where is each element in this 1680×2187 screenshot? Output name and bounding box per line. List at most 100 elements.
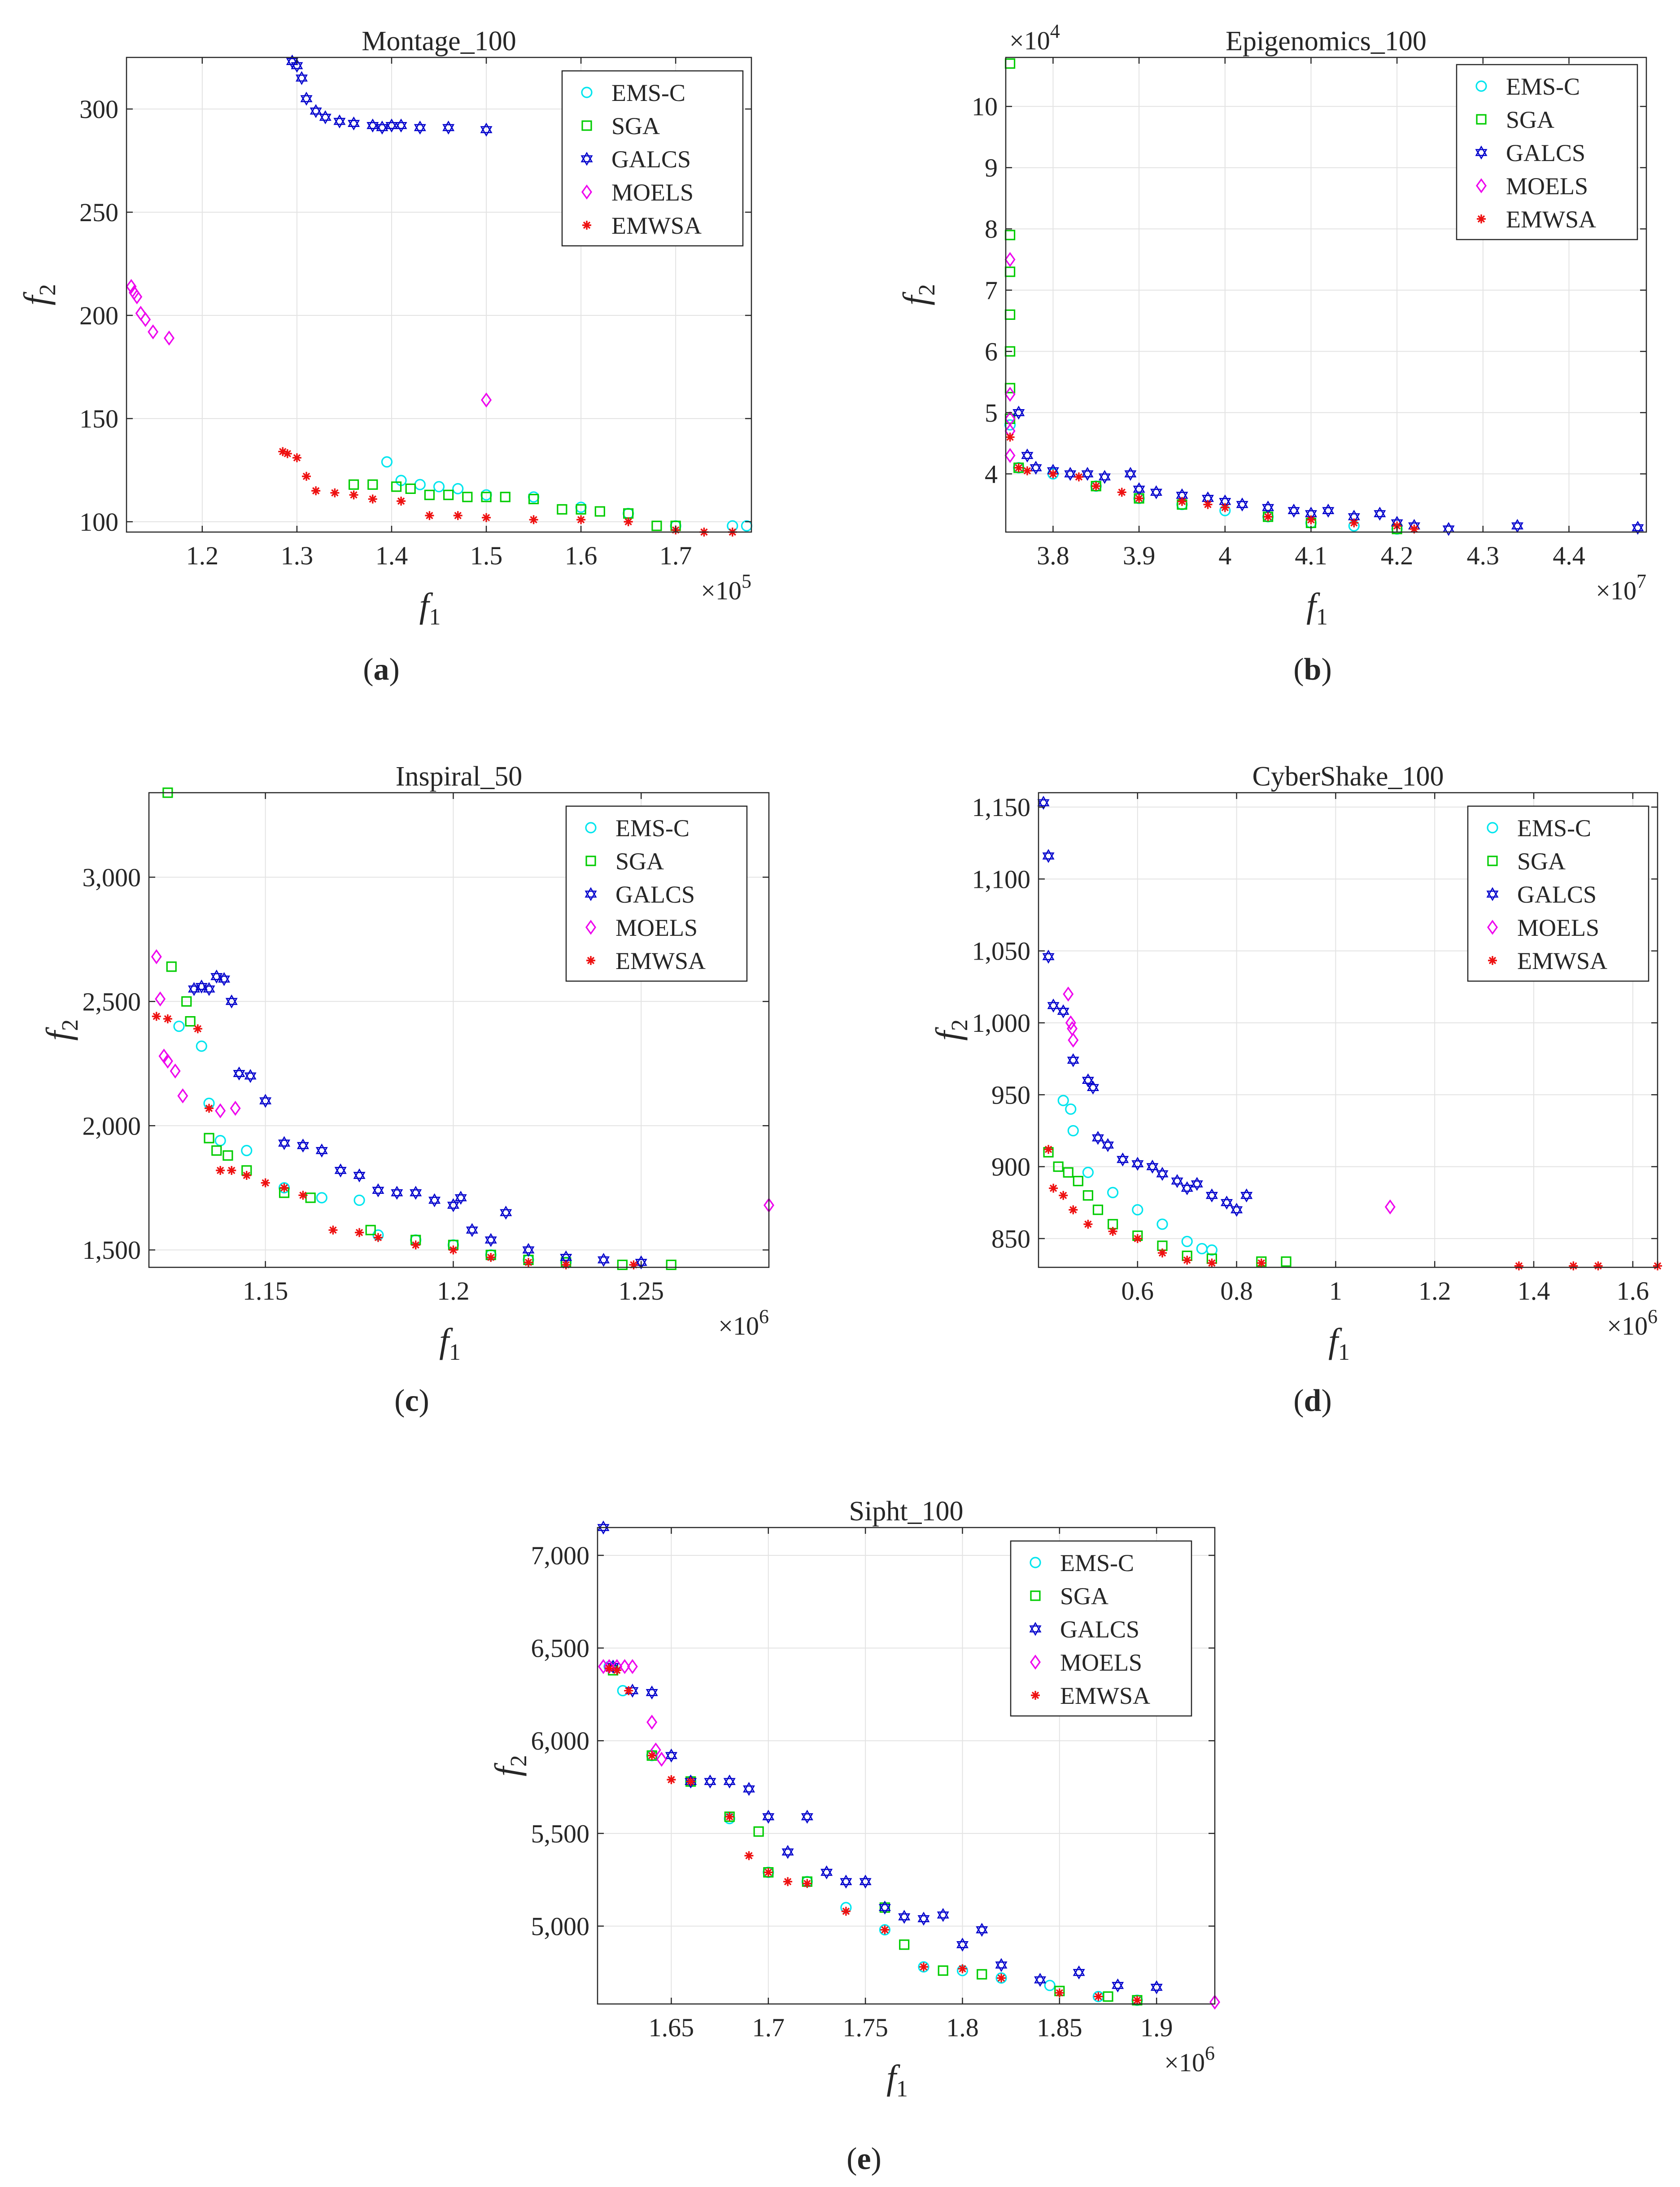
y-tick-label: 900 bbox=[991, 1152, 1030, 1182]
legend-label: GALCS bbox=[1506, 140, 1585, 166]
data-point bbox=[1107, 1187, 1119, 1198]
y-axis-label: f2 bbox=[929, 1019, 973, 1041]
data-point bbox=[1047, 998, 1060, 1013]
data-point bbox=[1087, 1080, 1099, 1095]
caption-open: ( bbox=[1293, 1384, 1304, 1418]
data-point bbox=[878, 1900, 891, 1915]
series-galcs bbox=[286, 54, 493, 137]
x-axis-label: f1 bbox=[1306, 586, 1328, 630]
x-multiplier: ×106 bbox=[718, 1305, 769, 1340]
data-point bbox=[466, 1223, 478, 1237]
data-point bbox=[1044, 1145, 1053, 1154]
data-point bbox=[1012, 406, 1025, 420]
x-tick-label: 0.8 bbox=[1220, 1276, 1253, 1305]
data-point bbox=[919, 1962, 928, 1972]
chart-a: 1.2 1.3 1.4 1.5 1.6 1.7 100 150 200 250 300 Montage… bbox=[17, 26, 753, 687]
data-point bbox=[1183, 1255, 1192, 1265]
x-tick-label: 1.3 bbox=[281, 541, 314, 570]
axes-box bbox=[126, 57, 752, 533]
data-point bbox=[1117, 488, 1126, 497]
data-point bbox=[627, 1659, 638, 1674]
data-point bbox=[391, 1186, 403, 1200]
chart-title: Sipht_100 bbox=[849, 1496, 964, 1527]
x-tick-label: 4.1 bbox=[1295, 541, 1327, 570]
data-point bbox=[223, 1150, 233, 1161]
data-point bbox=[958, 1964, 967, 1973]
data-point bbox=[298, 1191, 308, 1200]
data-point bbox=[1069, 1205, 1078, 1214]
data-point bbox=[1156, 1218, 1168, 1230]
data-point bbox=[976, 1923, 988, 1937]
data-point bbox=[319, 110, 332, 124]
data-point bbox=[1073, 1176, 1083, 1187]
legend-marker-ems-c bbox=[581, 87, 593, 98]
data-point bbox=[1133, 1234, 1142, 1243]
data-point bbox=[1042, 949, 1055, 964]
data-point bbox=[1349, 518, 1359, 528]
legend-marker-moels bbox=[1487, 920, 1498, 935]
legend-marker-sga bbox=[585, 856, 596, 866]
data-point bbox=[395, 118, 407, 133]
data-point bbox=[1146, 1159, 1159, 1174]
data-point bbox=[995, 1958, 1008, 1972]
data-point bbox=[481, 492, 492, 502]
y-multiplier-base: ×10 bbox=[1009, 26, 1050, 55]
data-point bbox=[155, 991, 166, 1007]
x-multiplier-exp: 6 bbox=[1648, 1305, 1658, 1327]
x-axis-label-sub: 1 bbox=[1316, 604, 1328, 630]
data-point bbox=[1191, 1177, 1203, 1191]
legend-label: MOELS bbox=[615, 914, 698, 941]
chart-c: 1.15 1.2 1.25 1,500 2,000 2,500 3,000 Inspiral_… bbox=[39, 761, 774, 1418]
data-point bbox=[215, 1103, 226, 1118]
x-axis-label: f1 bbox=[419, 586, 441, 630]
data-point bbox=[385, 118, 398, 133]
data-point bbox=[1063, 987, 1074, 1002]
data-point bbox=[278, 1136, 291, 1150]
data-point bbox=[211, 1145, 222, 1156]
x-tick-label: 1.6 bbox=[1617, 1276, 1649, 1305]
legend-marker-galcs bbox=[1029, 1622, 1042, 1636]
data-point bbox=[1135, 493, 1144, 503]
data-point bbox=[316, 1192, 327, 1204]
legend: EMS-C SGA GALCS MOELS EMWSA bbox=[1467, 805, 1649, 982]
legend-label: SGA bbox=[611, 113, 660, 140]
data-point bbox=[311, 486, 321, 495]
x-tick-label: 1.7 bbox=[659, 541, 692, 570]
y-tick-label: 6,500 bbox=[531, 1634, 590, 1663]
x-tick-label: 3.8 bbox=[1037, 541, 1069, 570]
y-multiplier: ×104 bbox=[1009, 20, 1060, 55]
data-point bbox=[196, 1040, 207, 1052]
data-point bbox=[1262, 500, 1274, 515]
legend-marker-moels bbox=[1030, 1654, 1041, 1670]
data-point bbox=[152, 1012, 161, 1021]
data-point bbox=[1240, 1188, 1253, 1203]
x-multiplier-exp: 5 bbox=[742, 570, 751, 592]
data-point bbox=[612, 1666, 622, 1675]
x-tick-label: 1.85 bbox=[1037, 2013, 1082, 2042]
y-tick-label: 100 bbox=[79, 507, 118, 537]
chart-title: Montage_100 bbox=[362, 26, 516, 57]
data-point bbox=[454, 1191, 467, 1205]
x-tick-label: 1.4 bbox=[1518, 1276, 1550, 1305]
data-point bbox=[205, 1104, 214, 1113]
legend-marker-galcs bbox=[585, 887, 597, 901]
x-axis-label: f1 bbox=[1328, 1321, 1350, 1365]
data-point bbox=[1048, 469, 1058, 479]
data-point bbox=[997, 1973, 1006, 1983]
data-point bbox=[1569, 1261, 1578, 1270]
x-tick-label: 4.2 bbox=[1381, 541, 1414, 570]
legend-marker-ems-c bbox=[1475, 80, 1487, 92]
data-point bbox=[1065, 1103, 1077, 1115]
y-tick-labels: 100 150 200 250 300 bbox=[79, 95, 118, 537]
y-multiplier-exp: 4 bbox=[1050, 20, 1060, 42]
data-point bbox=[651, 520, 662, 531]
data-point bbox=[744, 1851, 754, 1860]
legend-marker-ems-c bbox=[585, 822, 597, 834]
legend-label: EMS-C bbox=[1506, 73, 1580, 100]
legend-label: SGA bbox=[1517, 848, 1566, 875]
y-tick-label: 300 bbox=[79, 95, 118, 124]
data-point bbox=[1131, 1157, 1144, 1171]
legend: EMS-C SGA GALCS MOELS EMWSA bbox=[565, 805, 748, 982]
y-axis-label: f2 bbox=[896, 284, 940, 306]
data-point bbox=[647, 1751, 657, 1760]
